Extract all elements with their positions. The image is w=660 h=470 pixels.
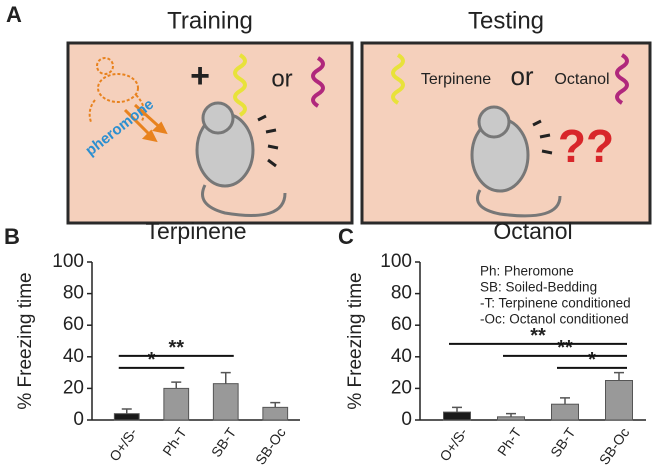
chart-title: Terpinene	[145, 218, 246, 244]
x-tick-label: Ph-T	[159, 424, 190, 458]
odor-squiggle	[233, 53, 247, 117]
question-marks: ??	[558, 120, 614, 172]
y-tick-label: 40	[391, 346, 412, 367]
bar	[163, 387, 190, 421]
significance-label: **	[557, 337, 573, 359]
y-axis-label: % Freezing time	[345, 272, 366, 409]
odor-squiggle	[615, 53, 629, 105]
y-tick-label: 60	[391, 314, 412, 335]
terpinene-label: Terpinene	[421, 71, 491, 88]
mouse	[470, 105, 562, 218]
pheromone-mouse	[88, 57, 145, 123]
plus: +	[190, 57, 210, 95]
y-tick-label: 100	[52, 251, 84, 272]
bar	[497, 416, 525, 421]
y-tick-label: 100	[380, 251, 412, 272]
panel-label: A	[6, 2, 22, 27]
significance-label: **	[530, 325, 546, 347]
bar	[212, 383, 239, 421]
x-tick-label: SB-Oc	[252, 425, 289, 468]
x-tick-label: SB-T	[547, 424, 579, 460]
error-bar	[506, 412, 516, 417]
x-tick-label: SB-T	[208, 424, 240, 460]
error-bar	[270, 401, 281, 408]
legend-note: -Oc: Octanol conditioned	[480, 312, 629, 327]
training-title: Training	[167, 7, 253, 34]
chart-title: Octanol	[493, 218, 572, 244]
bar	[262, 406, 289, 421]
testing-title: Testing	[468, 7, 544, 34]
mouse	[195, 101, 287, 217]
y-tick-label: 80	[63, 283, 84, 304]
y-tick-label: 60	[63, 314, 84, 335]
odor-squiggle	[311, 56, 325, 108]
bar	[605, 380, 633, 421]
y-tick-label: 20	[63, 377, 84, 398]
x-tick-label: SB-Oc	[596, 425, 633, 468]
odor-squiggle	[391, 53, 405, 105]
legend-note: SB: Soiled-Bedding	[480, 280, 597, 295]
significance-label: *	[588, 349, 596, 371]
bar	[113, 413, 140, 421]
error-bar	[614, 371, 624, 381]
x-tick-label: Ph-T	[494, 424, 525, 458]
panel-label: C	[338, 224, 354, 249]
pheromone-arrows	[123, 103, 168, 143]
y-tick-label: 0	[73, 409, 84, 430]
or-text: or	[271, 65, 292, 92]
error-bar	[452, 406, 462, 413]
error-bar	[560, 397, 570, 405]
error-bar	[220, 371, 231, 384]
x-tick-label: O+/S-	[106, 424, 140, 464]
legend-note: Ph: Pheromone	[480, 264, 574, 279]
bar	[443, 411, 471, 421]
sniff-marks	[257, 114, 279, 168]
significance-label: **	[168, 337, 184, 359]
error-bar	[121, 408, 132, 414]
bar	[551, 403, 579, 421]
significance-label: *	[148, 349, 156, 371]
sniff-marks	[532, 119, 553, 155]
y-tick-label: 40	[63, 346, 84, 367]
y-axis-label: % Freezing time	[15, 272, 36, 409]
octanol-label: Octanol	[554, 71, 609, 88]
or-text: or	[510, 61, 533, 91]
y-tick-label: 0	[401, 409, 412, 430]
error-bar	[171, 381, 182, 389]
y-tick-label: 20	[391, 377, 412, 398]
y-tick-label: 80	[391, 283, 412, 304]
x-tick-label: O+/S-	[436, 424, 470, 464]
panel-label: B	[4, 224, 20, 249]
legend-note: -T: Terpinene conditioned	[480, 296, 631, 311]
